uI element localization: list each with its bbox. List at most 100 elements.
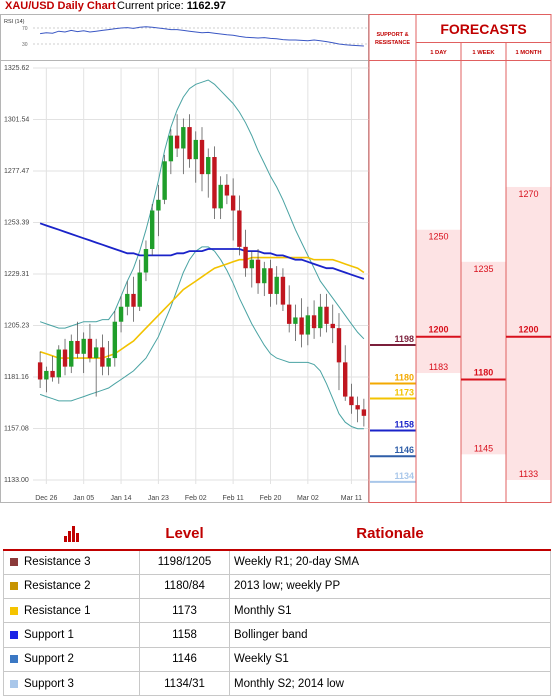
candle-body <box>137 272 142 307</box>
candle-body <box>44 370 49 380</box>
y-tick-label: 1229.31 <box>4 271 29 278</box>
candle-body <box>318 306 323 329</box>
forecast-low-label: 1183 <box>429 362 448 372</box>
candle-body <box>255 259 261 284</box>
candle-body <box>230 195 236 211</box>
level-value: 1158 <box>139 622 230 648</box>
forecast-low-label: 1133 <box>519 469 538 479</box>
forecast-column <box>505 60 552 503</box>
sr-level-label: 1158 <box>394 420 414 430</box>
candle-body <box>50 370 55 378</box>
x-tick-label: Mar 11 <box>341 495 362 502</box>
candle-body <box>181 127 186 149</box>
y-tick-label: 1181.16 <box>4 374 29 381</box>
candle-body <box>75 340 80 354</box>
rsi-tick-label: 70 <box>22 26 28 32</box>
chart-title: XAU/USD Daily Chart <box>5 0 116 12</box>
x-tick-label: Feb 20 <box>260 495 282 502</box>
candle-body <box>299 317 304 335</box>
candle-body <box>274 276 279 294</box>
sr-level-label: 1198 <box>394 334 414 344</box>
candle-body <box>118 306 124 322</box>
candle-body <box>262 268 267 284</box>
forecast-average-label: 1200 <box>518 325 538 335</box>
table-icon-cell <box>3 518 140 551</box>
x-tick-label: Jan 05 <box>73 495 94 502</box>
forecast-average-label: 1200 <box>428 325 448 335</box>
candle-body <box>330 323 335 329</box>
candle-body <box>69 340 74 367</box>
level-rationale: 2013 low; weekly PP <box>229 573 551 600</box>
candle-body <box>206 157 211 175</box>
y-tick-label: 1205.23 <box>4 323 29 330</box>
forecast-low-label: 1145 <box>474 443 493 453</box>
rsi-line <box>40 26 364 47</box>
sr-level-label: 1134 <box>394 471 414 481</box>
candle-body <box>100 347 105 367</box>
candle-body <box>311 315 317 329</box>
rationale-column-header: Rationale <box>229 518 551 551</box>
table-row: Resistance 1 1173 Monthly S1 <box>3 598 551 624</box>
candle-body <box>193 139 198 160</box>
y-tick-label: 1253.39 <box>4 219 29 226</box>
candle-body <box>268 268 273 294</box>
candle-body <box>143 248 149 273</box>
forecast-high-label: 1235 <box>473 264 493 274</box>
sr-level-label: 1146 <box>394 445 414 455</box>
level-rationale: Weekly S1 <box>229 646 551 672</box>
level-swatch <box>10 655 18 664</box>
rsi-label: RSI (14) <box>4 19 25 25</box>
sr-title-line: RESISTANCE <box>375 40 410 46</box>
level-value: 1173 <box>139 598 230 624</box>
x-tick-label: Feb 11 <box>222 495 243 502</box>
candle-body <box>131 293 136 307</box>
level-swatch <box>10 606 18 615</box>
level-value: 1180/84 <box>139 573 230 600</box>
x-tick-label: Mar 02 <box>297 495 319 502</box>
level-rationale: Weekly R1; 20-day SMA <box>229 549 551 575</box>
candle-body <box>37 362 43 380</box>
level-name: Resistance 2 <box>24 580 91 593</box>
forecast-range-band <box>461 261 506 455</box>
table-row: Support 2 1146 Weekly S1 <box>3 646 551 672</box>
current-price-value: 1162.97 <box>186 0 226 12</box>
candle-body <box>355 405 360 410</box>
bar-chart-icon <box>63 525 80 543</box>
candle-body <box>243 246 248 269</box>
candle-body <box>349 396 354 406</box>
candle-body <box>224 184 230 196</box>
y-tick-label: 1133.00 <box>4 477 29 484</box>
candle-body <box>168 135 174 162</box>
candle-body <box>112 321 118 359</box>
table-row: Support 1 1158 Bollinger band <box>3 622 551 648</box>
y-tick-label: 1301.54 <box>4 117 29 124</box>
level-rationale: Bollinger band <box>229 622 551 648</box>
candle-body <box>336 328 342 363</box>
forecast-high-label: 1270 <box>518 189 538 199</box>
y-tick-label: 1157.08 <box>4 425 29 432</box>
candle-body <box>162 161 167 200</box>
x-tick-label: Jan 14 <box>111 495 132 502</box>
level-swatch <box>10 582 18 591</box>
candle-body <box>305 315 311 335</box>
forecast-column-label: 1 DAY <box>430 50 447 56</box>
level-name: Resistance 3 <box>24 556 91 569</box>
candle-body <box>237 210 242 247</box>
table-row: Resistance 3 1198/1205 Weekly R1; 20-day S… <box>3 549 551 575</box>
candle-body <box>293 317 298 324</box>
level-name-cell: Resistance 3 <box>3 549 140 575</box>
candle-body <box>324 306 329 324</box>
level-swatch <box>10 558 18 567</box>
sr-header <box>368 14 417 61</box>
x-tick-label: Jan 23 <box>148 495 169 502</box>
candle-body <box>156 199 161 211</box>
chart-area: 70 30 RSI (14) 1325.62 1301.54 1277.47 1253.39… <box>0 14 552 503</box>
candle-body <box>106 358 111 367</box>
candle-body <box>286 304 292 324</box>
bollinger-upper-line <box>39 79 365 340</box>
candle-body <box>361 409 367 416</box>
chart-header: XAU/USD Daily Chart Current price: 1162.… <box>0 0 368 14</box>
forecast-column-label: 1 MONTH <box>515 50 541 56</box>
candle-body <box>280 276 286 305</box>
candle-body <box>81 338 86 354</box>
